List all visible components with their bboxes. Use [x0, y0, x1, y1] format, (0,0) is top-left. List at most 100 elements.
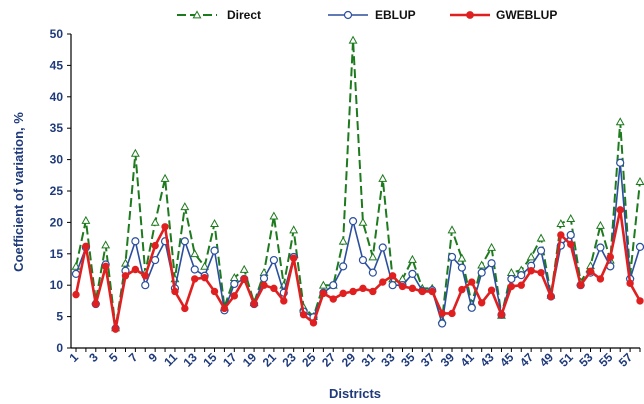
data-point — [358, 255, 368, 265]
data-point — [507, 282, 516, 291]
data-point — [586, 267, 595, 276]
data-point — [239, 264, 249, 273]
data-point — [547, 292, 555, 301]
data-point — [338, 236, 348, 245]
x-tick-label: 9 — [146, 350, 161, 365]
data-point — [200, 273, 209, 282]
data-point — [171, 287, 179, 296]
x-tick-label: 41 — [458, 350, 478, 370]
x-axis-title: Districts — [329, 386, 381, 401]
x-tick-label: 11 — [161, 350, 180, 369]
data-point — [517, 271, 526, 280]
data-point — [467, 303, 476, 312]
data-point — [379, 278, 387, 286]
data-point — [180, 237, 189, 246]
x-tick-label: 49 — [537, 350, 557, 370]
data-point — [477, 299, 486, 307]
data-point — [615, 117, 625, 126]
data-point — [457, 263, 466, 272]
data-point — [121, 272, 130, 280]
data-point — [428, 287, 436, 296]
data-point — [180, 202, 190, 211]
y-tick-label: 35 — [50, 121, 64, 135]
data-point — [506, 268, 516, 277]
data-point — [358, 217, 368, 226]
data-point — [408, 269, 417, 278]
x-tick-label: 55 — [596, 350, 616, 370]
data-point — [438, 309, 446, 318]
legend-item-gweblup: GWEBLUP — [450, 8, 557, 22]
data-point — [250, 300, 258, 308]
data-point — [210, 287, 219, 296]
legend-label: Direct — [227, 8, 261, 22]
data-point — [260, 281, 268, 289]
data-point — [150, 217, 160, 226]
y-tick-label: 50 — [50, 27, 64, 41]
series-line — [74, 208, 642, 331]
data-point — [566, 230, 575, 240]
data-point — [438, 319, 447, 328]
x-tick-label: 5 — [106, 350, 121, 365]
data-point — [72, 290, 80, 299]
data-point — [368, 252, 378, 261]
data-point — [556, 219, 566, 228]
data-point — [359, 284, 367, 293]
data-point — [566, 214, 576, 223]
data-point — [447, 252, 457, 262]
data-point — [457, 253, 467, 262]
y-tick-label: 30 — [50, 153, 64, 167]
data-point — [567, 240, 575, 249]
data-point — [536, 246, 546, 255]
x-tick-label: 25 — [299, 350, 319, 370]
y-tick-label: 5 — [56, 310, 63, 324]
x-tick-label: 53 — [576, 350, 596, 370]
data-point — [240, 275, 248, 283]
data-point — [447, 225, 457, 234]
data-point — [230, 292, 239, 300]
data-point — [596, 275, 605, 283]
data-point — [635, 176, 644, 185]
y-axis-title: Coefficient of variation, % — [11, 112, 26, 272]
x-tick-label: 47 — [517, 350, 537, 370]
data-point — [210, 246, 219, 255]
data-point — [477, 268, 486, 277]
data-point — [477, 260, 487, 269]
legend-item-direct: Direct — [177, 8, 261, 22]
data-point — [230, 279, 239, 289]
legend-marker — [343, 10, 353, 20]
x-tick-label: 45 — [497, 350, 517, 370]
series-direct — [71, 35, 644, 332]
series-line — [75, 39, 641, 329]
data-point — [309, 319, 318, 327]
data-point — [349, 287, 357, 296]
legend-marker — [192, 10, 202, 19]
data-point — [210, 219, 219, 228]
x-tick-label: 43 — [477, 350, 497, 370]
data-point — [131, 265, 140, 274]
data-point — [576, 281, 585, 289]
data-point — [141, 272, 149, 280]
x-tick-label: 23 — [279, 350, 299, 370]
data-point — [348, 217, 358, 226]
data-point — [348, 35, 358, 44]
x-tick-label: 57 — [616, 350, 636, 370]
data-point — [151, 255, 160, 265]
data-point — [616, 158, 625, 167]
series-gweblup — [72, 206, 644, 333]
x-tick-label: 39 — [438, 350, 458, 370]
y-tick-label: 40 — [50, 90, 64, 104]
data-point — [289, 225, 299, 234]
y-tick-label: 15 — [50, 247, 64, 261]
x-tick-label: 15 — [200, 350, 220, 370]
data-point — [596, 243, 605, 252]
data-point — [526, 252, 536, 261]
data-point — [398, 274, 407, 283]
data-point — [289, 254, 298, 262]
data-point — [81, 215, 91, 224]
data-point — [378, 173, 388, 182]
data-point — [318, 280, 328, 289]
data-point — [130, 148, 140, 157]
data-point — [606, 253, 615, 261]
x-tick-label: 31 — [359, 350, 379, 370]
x-tick-label: 7 — [126, 350, 141, 365]
